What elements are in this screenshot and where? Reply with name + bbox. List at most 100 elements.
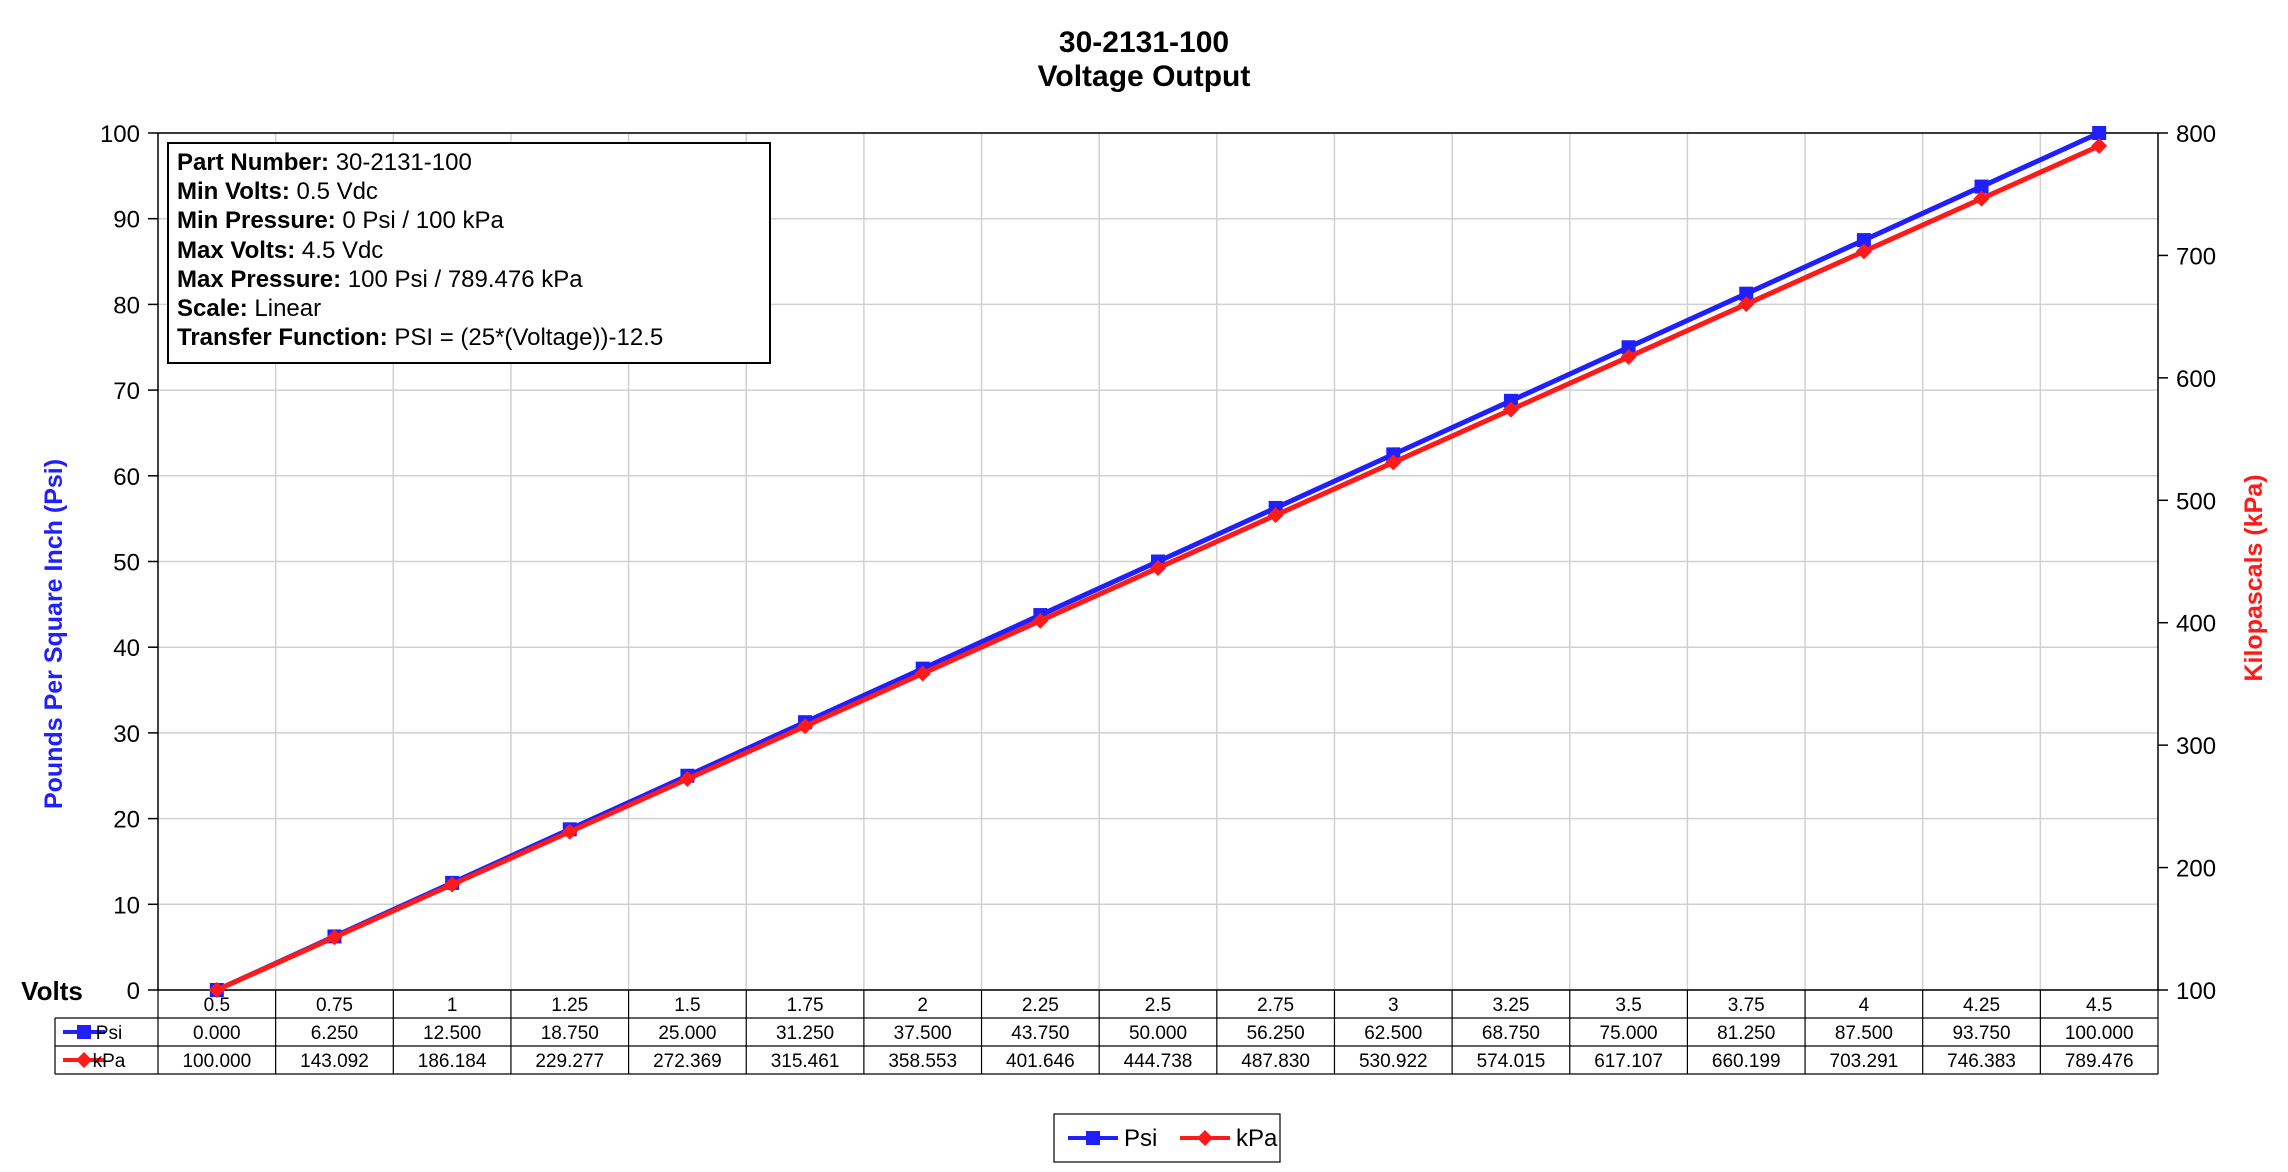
x-tick-label: 0.5 bbox=[204, 995, 230, 1016]
x-tick-label: 2 bbox=[917, 995, 928, 1016]
info-value: Linear bbox=[254, 295, 322, 323]
table-legend-marker bbox=[77, 1025, 91, 1039]
x-axis-title: Volts bbox=[21, 976, 83, 1006]
chart-title-line-2: Voltage Output bbox=[1038, 60, 1251, 93]
x-tick-label: 1.75 bbox=[787, 995, 824, 1016]
data-label-kpa: 315.461 bbox=[771, 1051, 840, 1072]
data-point-kpa bbox=[797, 718, 814, 735]
legend-label-psi: Psi bbox=[1124, 1125, 1157, 1152]
data-label-kpa: 444.738 bbox=[1124, 1051, 1193, 1072]
data-point-kpa bbox=[1267, 507, 1284, 524]
x-tick-label: 4.5 bbox=[2086, 995, 2112, 1016]
data-label-kpa: 229.277 bbox=[535, 1051, 604, 1072]
y-tick-label-right: 300 bbox=[2176, 733, 2216, 760]
data-point-kpa bbox=[1502, 401, 1519, 418]
data-label-kpa: 617.107 bbox=[1594, 1051, 1663, 1072]
info-line-scale: Scale: Linear bbox=[177, 294, 761, 323]
axes: 0 10 20 30 40 50 60 70 80 90 100 100 200 300 400 500 600… bbox=[100, 121, 2216, 1005]
data-point-kpa bbox=[444, 876, 461, 893]
data-label-kpa: 487.830 bbox=[1241, 1051, 1310, 1072]
y-tick-label-left: 10 bbox=[113, 892, 140, 919]
series-layer bbox=[208, 126, 2108, 998]
data-point-psi bbox=[1974, 179, 1989, 194]
info-value: 100 Psi / 789.476 kPa bbox=[347, 265, 583, 293]
data-label-psi: 0.000 bbox=[193, 1023, 241, 1044]
x-tick-label: 1.5 bbox=[674, 995, 700, 1016]
table-series-name: kPa bbox=[93, 1051, 126, 1072]
y-tick-label-left: 60 bbox=[113, 464, 140, 491]
legend-marker-kpa bbox=[1197, 1130, 1213, 1146]
data-point-kpa bbox=[1973, 190, 1990, 207]
data-label-kpa: 789.476 bbox=[2065, 1051, 2134, 1072]
data-label-psi: 81.250 bbox=[1717, 1023, 1775, 1044]
plot-border bbox=[157, 132, 2159, 991]
x-tick-label: 3 bbox=[1388, 995, 1399, 1016]
data-label-kpa: 703.291 bbox=[1830, 1051, 1899, 1072]
info-label: Min Pressure: bbox=[177, 207, 336, 235]
y-axis-title-left: Pounds Per Square Inch (Psi) bbox=[40, 459, 68, 809]
data-point-psi bbox=[1739, 286, 1754, 301]
data-label-kpa: 574.015 bbox=[1477, 1051, 1546, 1072]
y-tick-label-right: 100 bbox=[2176, 978, 2216, 1005]
y-tick-label-right: 800 bbox=[2176, 121, 2216, 148]
data-point-kpa bbox=[1150, 559, 1166, 576]
data-label-kpa: 746.383 bbox=[1947, 1051, 2016, 1072]
y-axis-title-right: Kilopascals (kPa) bbox=[2240, 474, 2268, 681]
x-tick-label: 2.5 bbox=[1145, 995, 1171, 1016]
x-tick-label: 4 bbox=[1859, 995, 1870, 1016]
data-label-psi: 75.000 bbox=[1600, 1023, 1658, 1044]
data-label-kpa: 143.092 bbox=[300, 1051, 369, 1072]
y-tick-label-right: 200 bbox=[2176, 856, 2216, 883]
info-box: Part Number: 30-2131-100 Min Volts: 0.5 … bbox=[167, 142, 771, 364]
data-label-kpa: 660.199 bbox=[1712, 1051, 1781, 1072]
data-point-kpa bbox=[208, 982, 225, 998]
table-series-name: Psi bbox=[96, 1023, 122, 1044]
data-label-kpa: 100.000 bbox=[182, 1051, 251, 1072]
info-label: Scale: bbox=[177, 295, 248, 323]
info-value: 30-2131-100 bbox=[335, 149, 472, 176]
info-value: PSI = (25*(Voltage))-12.5 bbox=[394, 324, 664, 352]
y-tick-label-left: 30 bbox=[113, 721, 140, 748]
data-point-kpa bbox=[1032, 612, 1049, 629]
data-point-psi bbox=[1856, 233, 1871, 248]
x-tick-label: 3.25 bbox=[1492, 995, 1529, 1016]
data-label-kpa: 530.922 bbox=[1359, 1051, 1428, 1072]
x-tick-label: 2.75 bbox=[1257, 995, 1294, 1016]
data-label-kpa: 401.646 bbox=[1006, 1051, 1075, 1072]
x-tick-label: 1 bbox=[447, 995, 458, 1016]
data-point-psi bbox=[1621, 340, 1636, 355]
data-point-kpa bbox=[1855, 243, 1872, 260]
y-tick-label-left: 0 bbox=[127, 978, 140, 1005]
data-label-psi: 12.500 bbox=[423, 1023, 481, 1044]
y-tick-label-right: 500 bbox=[2176, 488, 2216, 515]
info-label: Transfer Function: bbox=[177, 324, 388, 352]
data-point-kpa bbox=[679, 770, 696, 787]
y-tick-label-left: 40 bbox=[113, 635, 140, 662]
data-point-kpa bbox=[561, 823, 578, 840]
y-tick-label-left: 70 bbox=[113, 378, 140, 405]
data-point-kpa bbox=[1385, 454, 1402, 471]
info-line-part-number: Part Number: 30-2131-100 bbox=[177, 148, 761, 177]
x-tick-label: 4.25 bbox=[1963, 995, 2000, 1016]
info-line-min-pressure: Min Pressure: 0 Psi / 100 kPa bbox=[177, 206, 761, 235]
data-table: 0.5 0.75 1 1.25 1.5 1.75 2 2.25 2.5 2.75 3 3.25 3.5 3… bbox=[54, 990, 2159, 1075]
data-label-kpa: 358.553 bbox=[888, 1051, 957, 1072]
legend-label-kpa: kPa bbox=[1236, 1125, 1278, 1152]
info-value: 0.5 Vdc bbox=[296, 178, 378, 206]
info-label: Max Volts: bbox=[177, 236, 296, 264]
data-label-psi: 25.000 bbox=[658, 1023, 716, 1044]
data-label-psi: 31.250 bbox=[776, 1023, 834, 1044]
data-label-kpa: 272.369 bbox=[653, 1051, 722, 1072]
data-label-psi: 93.750 bbox=[1952, 1023, 2010, 1044]
data-point-kpa bbox=[1620, 348, 1637, 365]
legend: Psi kPa bbox=[1053, 1113, 1281, 1163]
data-point-psi bbox=[1386, 447, 1401, 462]
data-label-kpa: 186.184 bbox=[418, 1051, 487, 1072]
data-point-psi bbox=[2092, 126, 2107, 140]
info-line-transfer-function: Transfer Function: PSI = (25*(Voltage))-… bbox=[177, 323, 761, 352]
x-tick-label: 3.5 bbox=[1615, 995, 1641, 1016]
legend-marker-psi bbox=[1086, 1131, 1100, 1145]
y-tick-label-right: 600 bbox=[2176, 366, 2216, 393]
info-label: Max Pressure: bbox=[177, 265, 342, 293]
